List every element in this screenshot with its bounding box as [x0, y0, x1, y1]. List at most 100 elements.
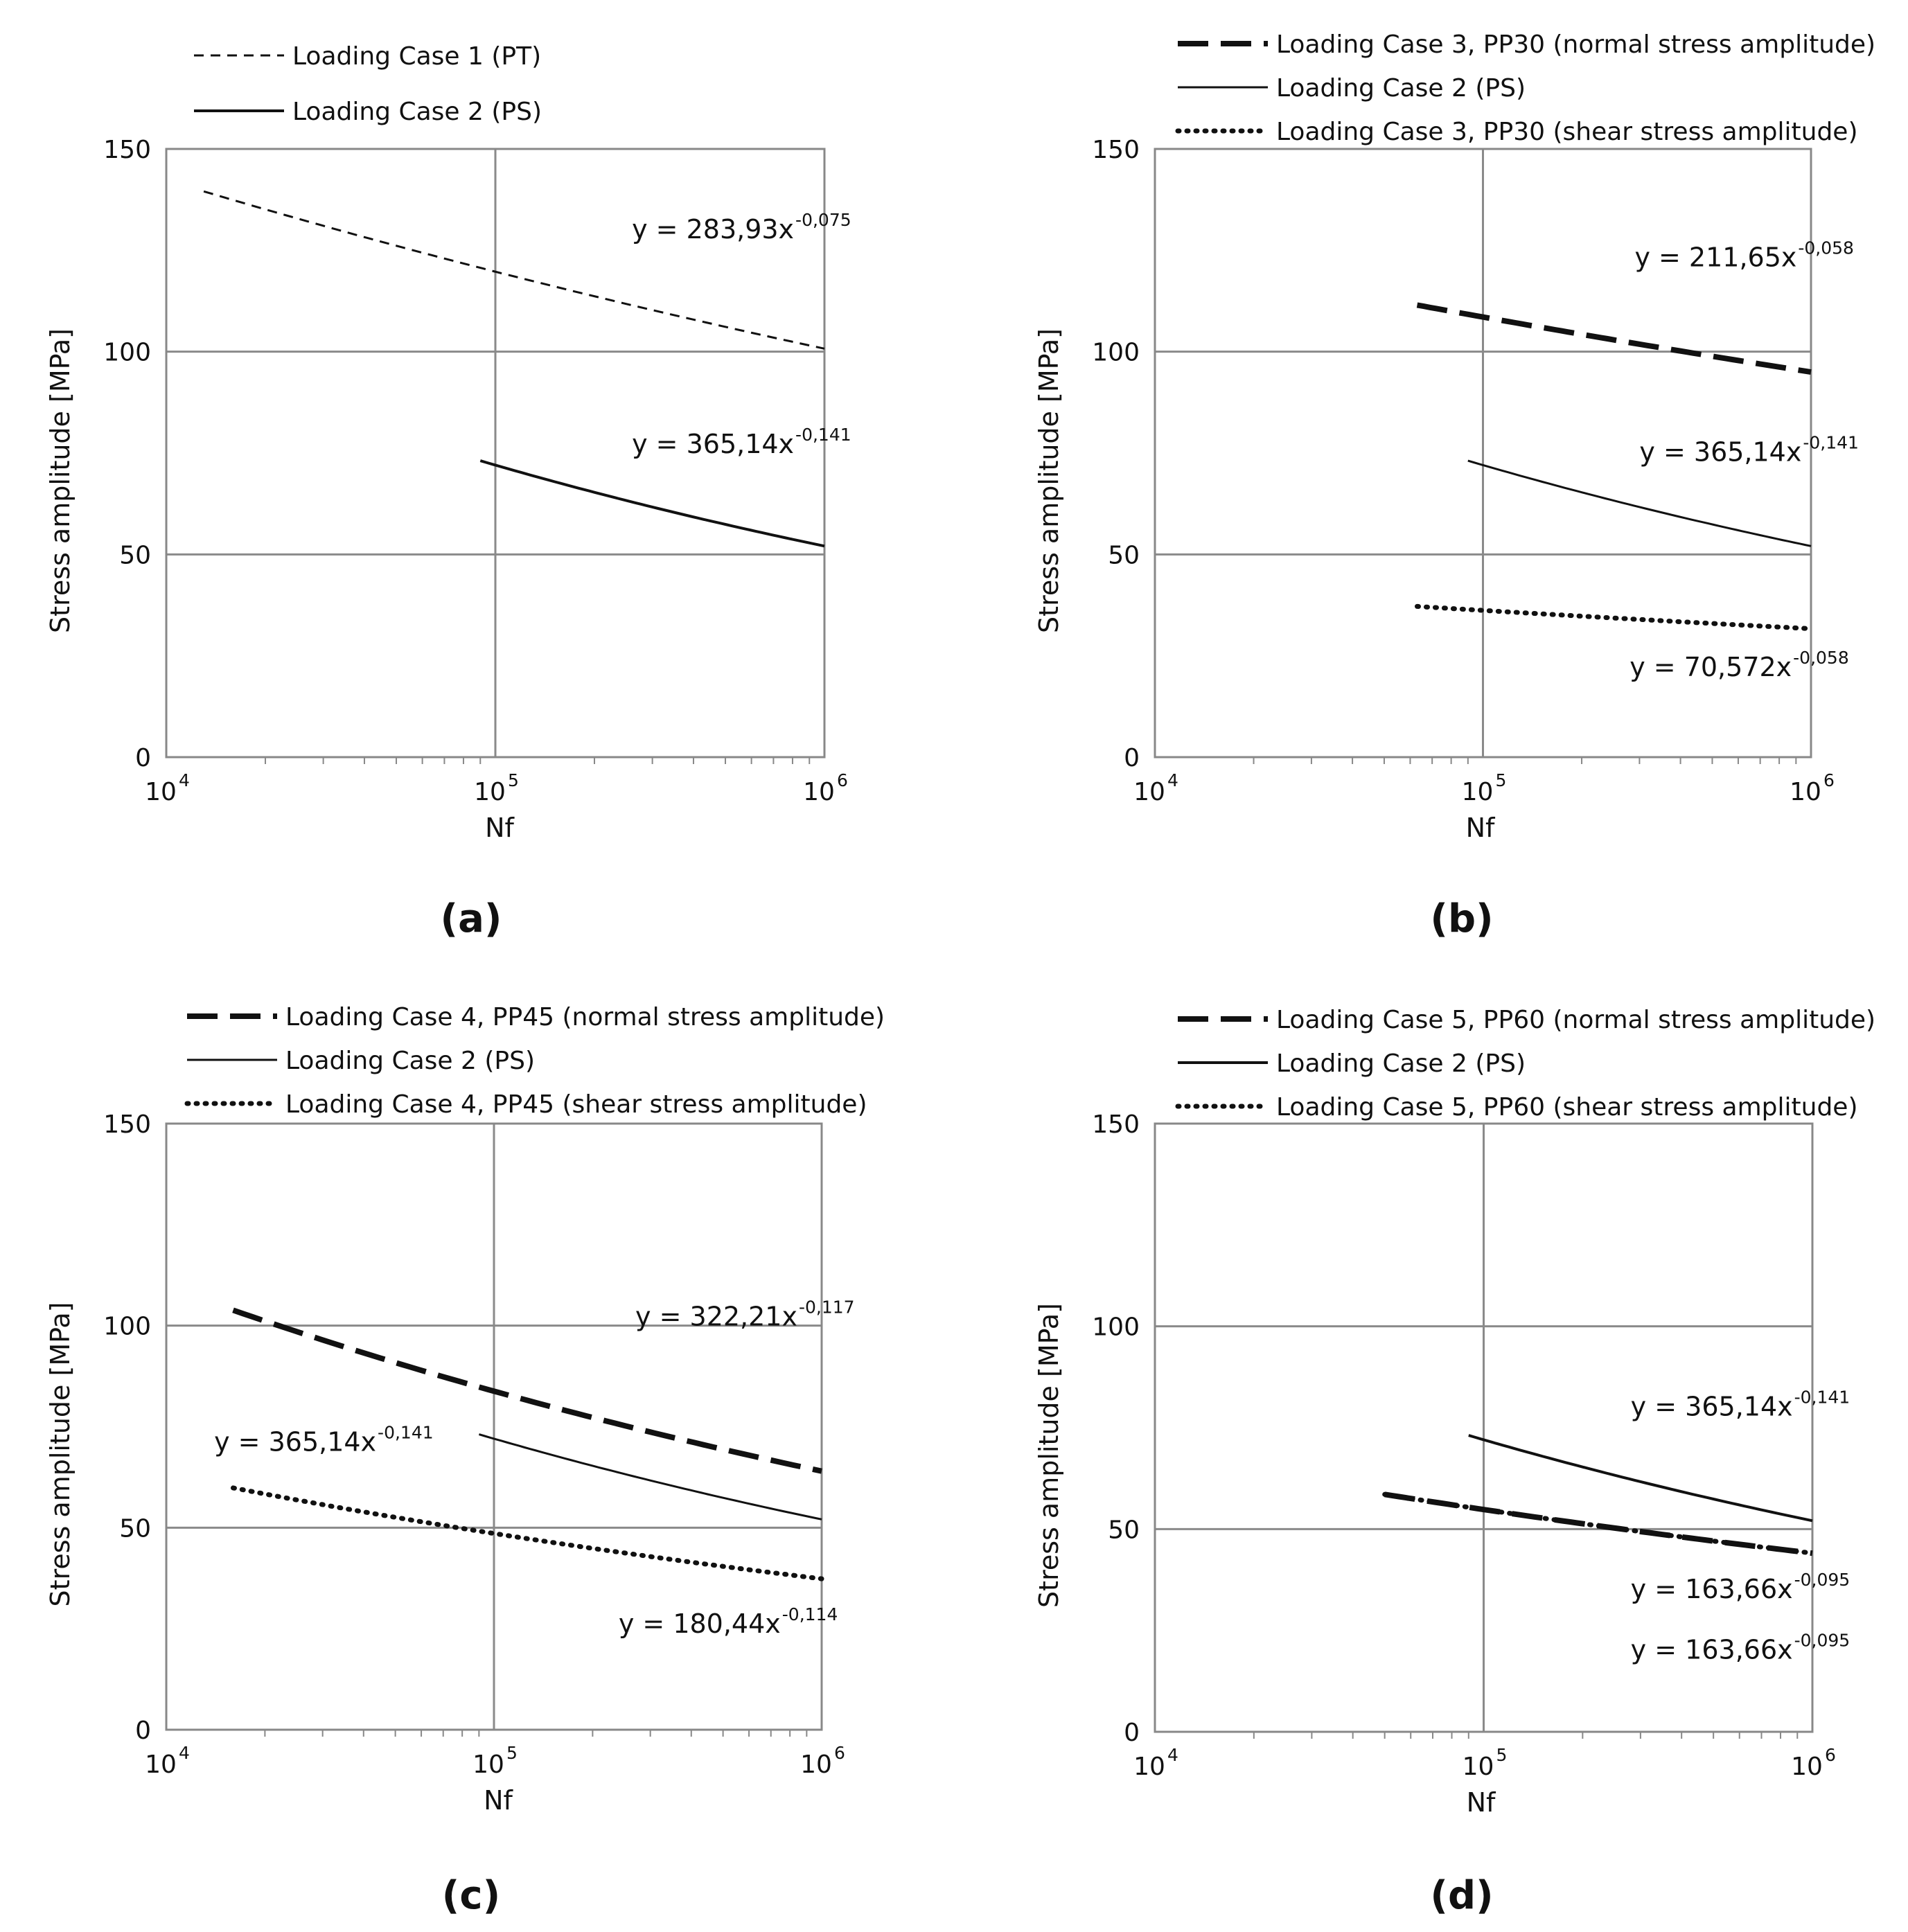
series-line-solid — [1468, 1434, 1813, 1523]
equation-exponent: -0,058 — [1793, 648, 1849, 668]
legend-label: Loading Case 2 (PS) — [292, 98, 542, 126]
y-axis-label: Stress amplitude [MPa] — [45, 1302, 76, 1607]
legend-label: Loading Case 2 (PS) — [1276, 74, 1526, 103]
legend-label: Loading Case 3, PP30 (shear stress ampli… — [1276, 118, 1858, 146]
x-tick-exponent: 5 — [508, 770, 519, 790]
x-axis-label: Nf — [1466, 813, 1496, 843]
y-tick-label: 50 — [1108, 1516, 1140, 1544]
equation-exponent: -0,117 — [799, 1297, 855, 1318]
legend-label: Loading Case 4, PP45 (shear stress ampli… — [285, 1090, 867, 1119]
panel-caption: (c) — [442, 1873, 500, 1918]
legend-label: Loading Case 2 (PS) — [285, 1047, 535, 1075]
y-tick-label: 0 — [1124, 1719, 1140, 1747]
x-tick-exponent: 5 — [506, 1743, 518, 1763]
equation-exponent: -0,114 — [782, 1604, 838, 1624]
x-tick-label: 10 — [1462, 778, 1494, 806]
x-tick-exponent: 6 — [837, 770, 848, 790]
y-tick-label: 50 — [119, 541, 151, 569]
equation-exponent: -0,075 — [795, 210, 851, 230]
equation-exponent: -0,095 — [1794, 1570, 1850, 1590]
series-line-dashed — [203, 190, 825, 350]
y-tick-label: 150 — [103, 1110, 151, 1139]
equation-exponent: -0,058 — [1798, 238, 1854, 258]
x-tick-exponent: 4 — [179, 1743, 190, 1763]
legend-label: Loading Case 5, PP60 (normal stress ampl… — [1276, 1006, 1875, 1034]
x-tick-label: 10 — [1463, 1753, 1494, 1781]
series-line-dotted — [1415, 603, 1814, 632]
y-tick-label: 150 — [103, 136, 151, 164]
x-tick-label: 10 — [145, 778, 177, 806]
series-line-dotted — [1382, 1491, 1815, 1556]
x-tick-exponent: 6 — [1825, 1745, 1836, 1765]
x-tick-label: 10 — [1790, 778, 1821, 806]
equation-label: y = 365,14x — [1631, 1391, 1793, 1421]
equation-label: y = 163,66x — [1631, 1574, 1793, 1604]
y-tick-label: 0 — [135, 744, 151, 772]
y-tick-label: 100 — [1092, 339, 1140, 367]
legend-label: Loading Case 2 (PS) — [1276, 1049, 1526, 1078]
equation-exponent: -0,141 — [378, 1423, 434, 1443]
equation-exponent: -0,141 — [1794, 1387, 1850, 1407]
series-line-solid — [479, 459, 825, 548]
series-line-thin — [478, 1433, 822, 1521]
y-tick-label: 150 — [1092, 136, 1140, 164]
x-tick-label: 10 — [800, 1751, 832, 1779]
y-tick-label: 100 — [103, 1313, 151, 1341]
y-axis-label: Stress amplitude [MPa] — [1034, 1303, 1064, 1608]
x-tick-label: 10 — [472, 1751, 504, 1779]
y-axis-label: Stress amplitude [MPa] — [45, 328, 76, 633]
y-tick-label: 50 — [119, 1514, 151, 1543]
y-tick-label: 0 — [1124, 744, 1140, 772]
plot-frame — [165, 148, 826, 759]
equation-exponent: -0,095 — [1794, 1631, 1850, 1651]
equation-label: y = 365,14x — [214, 1427, 376, 1457]
y-tick-label: 150 — [1092, 1110, 1140, 1139]
equation-exponent: -0,141 — [1803, 433, 1859, 453]
legend-label: Loading Case 5, PP60 (shear stress ampli… — [1276, 1093, 1858, 1122]
panel-caption: (d) — [1430, 1873, 1493, 1918]
series-line-thin — [1467, 459, 1812, 547]
x-axis-label: Nf — [1467, 1787, 1496, 1818]
equation-label: y = 283,93x — [632, 214, 794, 245]
legend-label: Loading Case 3, PP30 (normal stress ampl… — [1276, 30, 1875, 59]
x-tick-label: 10 — [1133, 778, 1165, 806]
x-tick-label: 10 — [803, 778, 835, 806]
y-tick-label: 100 — [1092, 1313, 1140, 1342]
equation-label: y = 211,65x — [1634, 242, 1796, 273]
x-tick-exponent: 6 — [1823, 770, 1835, 790]
equation-label: y = 365,14x — [632, 429, 794, 459]
series-line-longdash — [232, 1307, 822, 1474]
panel-caption: (b) — [1430, 896, 1493, 941]
plot-frame — [1154, 148, 1812, 759]
equation-label: y = 180,44x — [619, 1608, 781, 1639]
equation-label: y = 163,66x — [1631, 1635, 1793, 1665]
x-tick-label: 10 — [145, 1751, 177, 1779]
x-tick-label: 10 — [1133, 1753, 1165, 1781]
equation-exponent: -0,141 — [795, 425, 851, 445]
legend-label: Loading Case 1 (PT) — [292, 42, 541, 71]
series-line-longdash — [1416, 302, 1812, 375]
panel-caption: (a) — [441, 896, 502, 941]
y-tick-label: 0 — [135, 1717, 151, 1745]
equation-label: y = 365,14x — [1639, 437, 1801, 468]
plot-frame — [165, 1122, 823, 1731]
x-tick-label: 10 — [474, 778, 506, 806]
x-tick-exponent: 5 — [1496, 1745, 1508, 1765]
y-tick-label: 100 — [103, 339, 151, 367]
x-tick-exponent: 4 — [1167, 1745, 1178, 1765]
equation-label: y = 70,572x — [1629, 652, 1792, 682]
x-tick-label: 10 — [1791, 1753, 1823, 1781]
plot-frame — [1154, 1122, 1814, 1733]
legend-label: Loading Case 4, PP45 (normal stress ampl… — [285, 1003, 885, 1031]
x-tick-exponent: 4 — [1167, 770, 1178, 790]
x-tick-exponent: 5 — [1496, 770, 1507, 790]
y-axis-label: Stress amplitude [MPa] — [1034, 328, 1064, 633]
x-axis-label: Nf — [484, 1785, 513, 1816]
x-tick-exponent: 6 — [834, 1743, 845, 1763]
x-axis-label: Nf — [485, 813, 515, 843]
